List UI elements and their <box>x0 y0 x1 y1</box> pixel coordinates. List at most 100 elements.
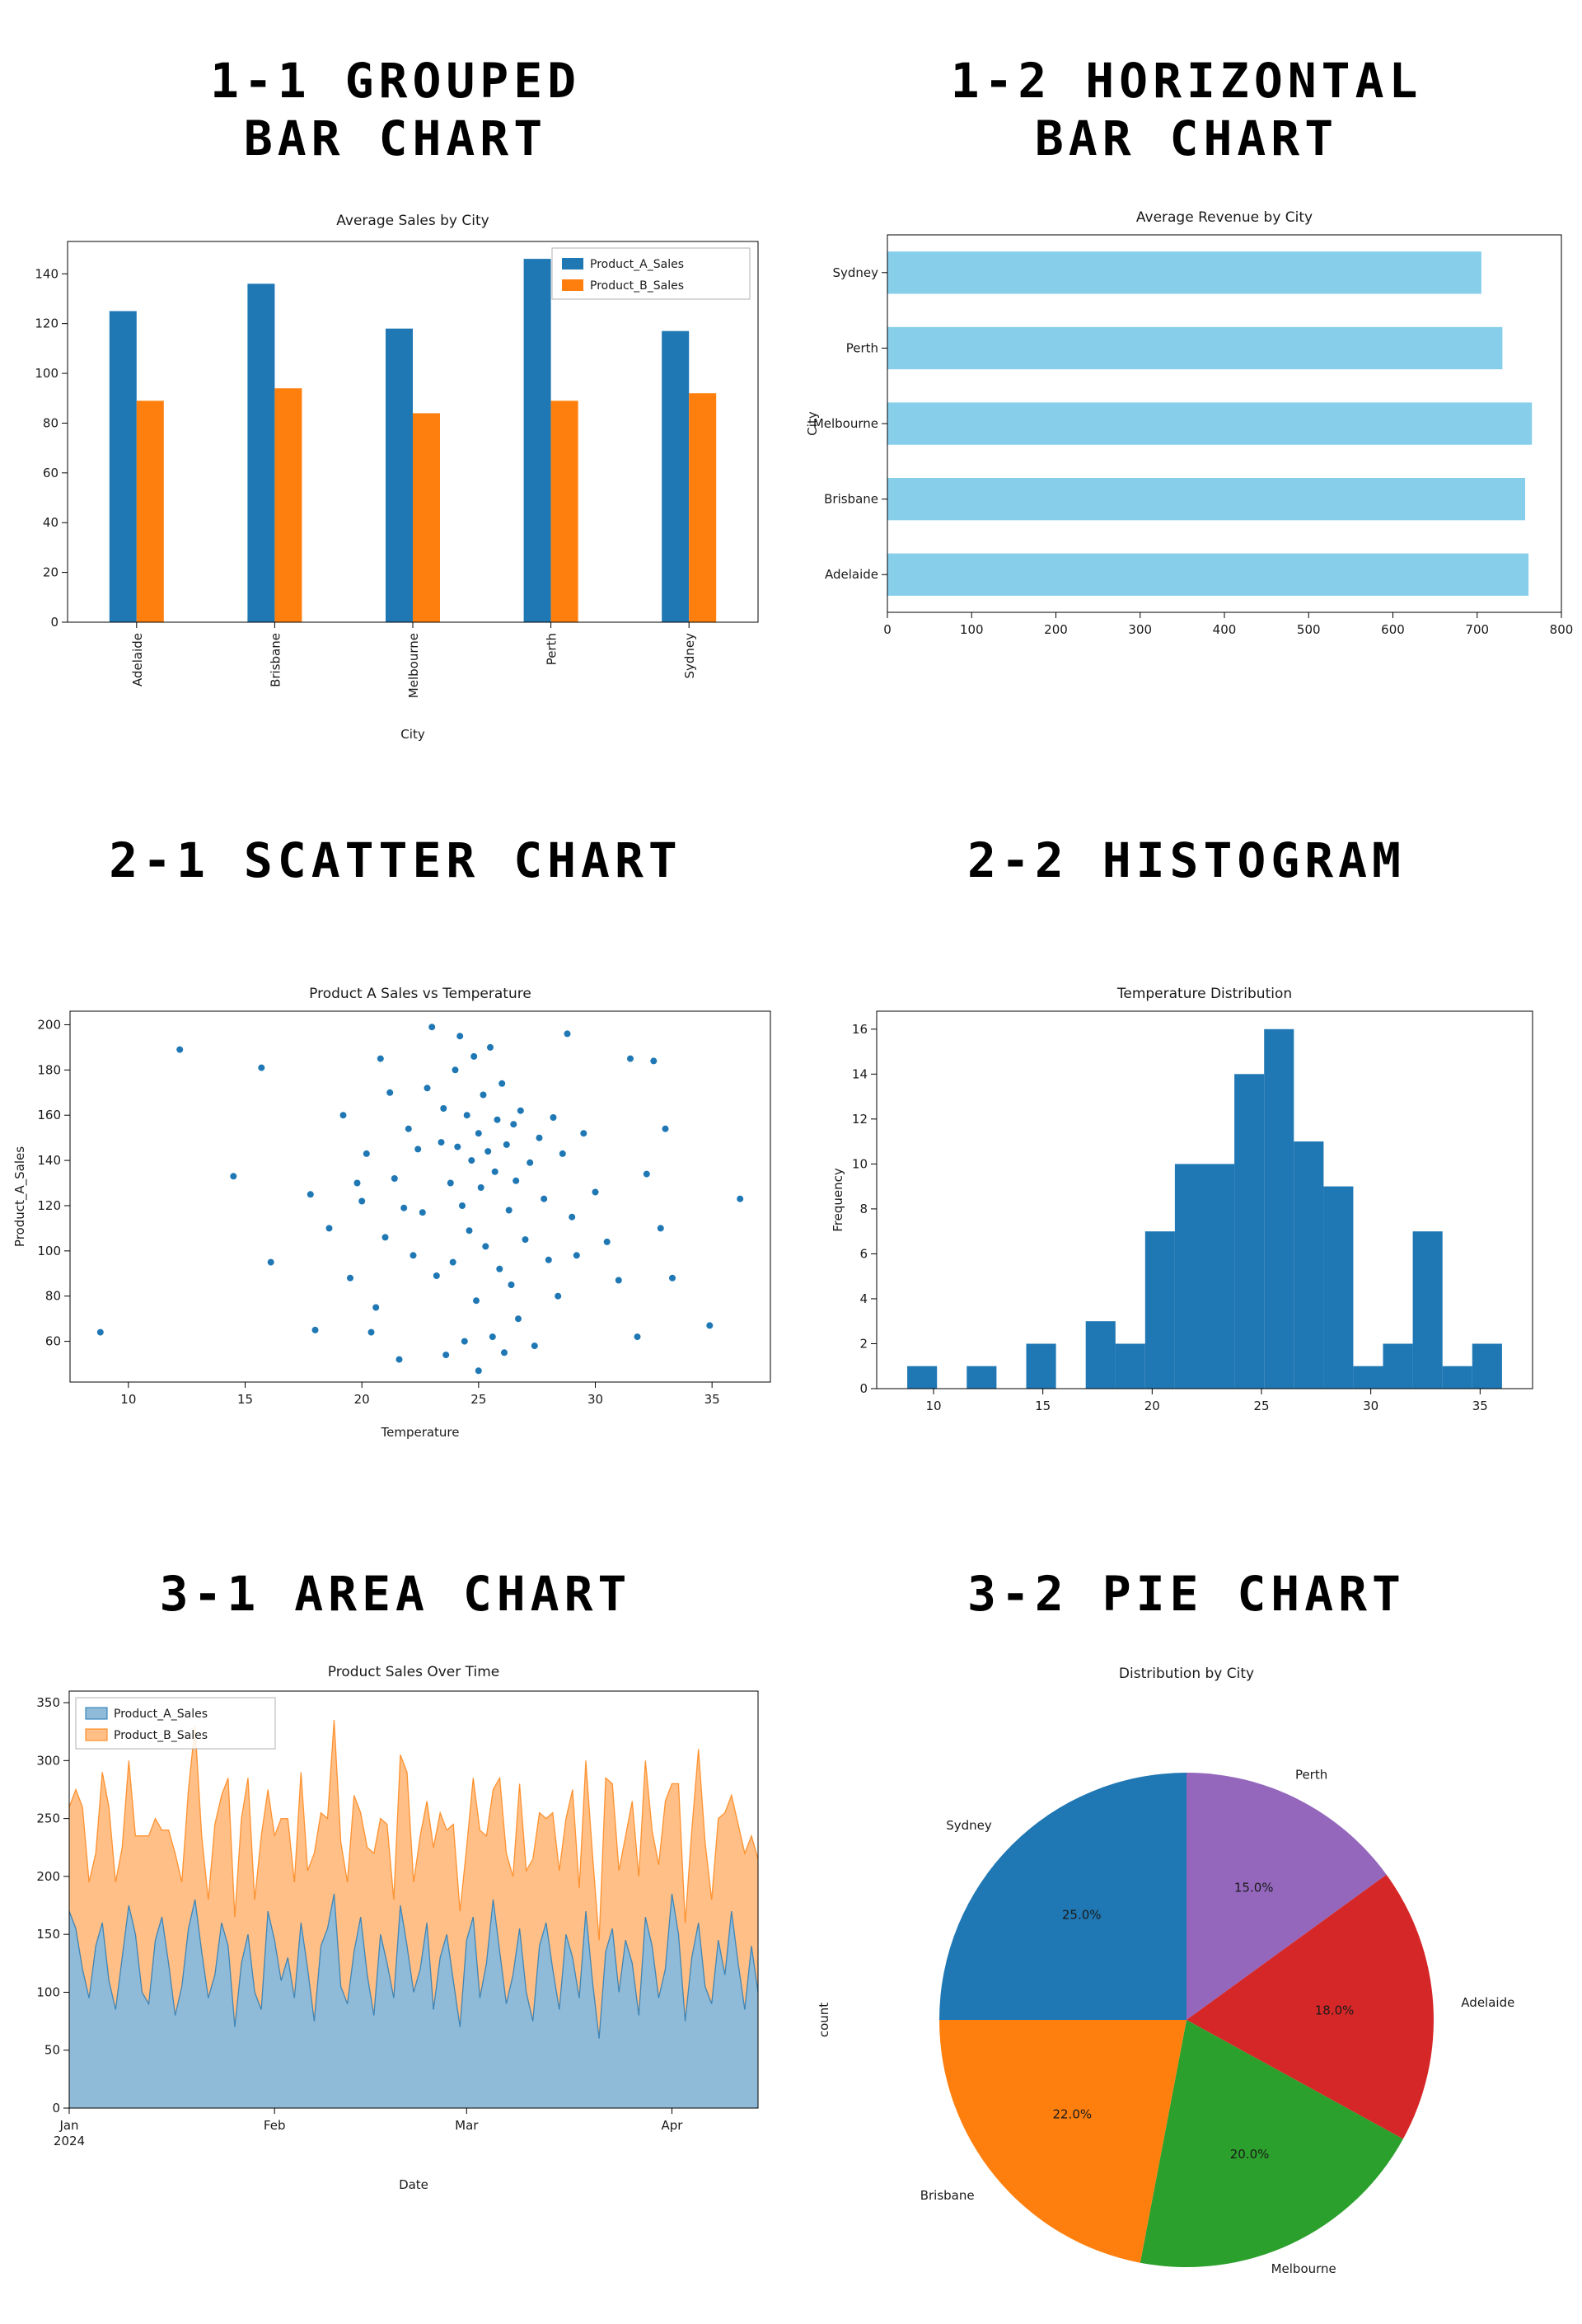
scatter-point <box>505 1207 513 1214</box>
svg-text:Brisbane: Brisbane <box>268 633 283 687</box>
svg-text:Product_A_Sales: Product_A_Sales <box>590 258 684 271</box>
svg-text:30: 30 <box>587 1392 603 1407</box>
svg-text:Mar: Mar <box>455 2118 479 2133</box>
hist-bar <box>1442 1366 1472 1389</box>
svg-text:500: 500 <box>1297 622 1321 637</box>
scatter-point <box>258 1064 265 1071</box>
bar-b <box>550 401 578 623</box>
title-line: 2-1 SCATTER CHART <box>109 832 682 888</box>
svg-text:Product A Sales vs Temperature: Product A Sales vs Temperature <box>309 986 531 1002</box>
scatter-point <box>176 1046 184 1053</box>
svg-text:350: 350 <box>36 1695 60 1710</box>
panel-area: 3-1 AREA CHART 0 50 100 150 200 250 300 350 Jan 2… <box>0 1515 791 2308</box>
svg-text:City: City <box>805 411 820 436</box>
hist-bar <box>1085 1320 1116 1389</box>
svg-text:140: 140 <box>37 1153 61 1168</box>
scatter-point <box>473 1296 480 1304</box>
panel-horizontal-bar: 1-2 HORIZONTAL BAR CHART 0 100 200 300 400 50… <box>791 0 1582 783</box>
bar-a <box>386 328 413 623</box>
svg-text:count: count <box>817 2002 831 2036</box>
svg-text:35: 35 <box>1472 1399 1488 1413</box>
hist-bar <box>1234 1073 1265 1389</box>
scatter-point <box>522 1235 529 1243</box>
scatter-point <box>339 1111 347 1118</box>
bar-b <box>413 413 440 623</box>
svg-text:0: 0 <box>50 615 59 630</box>
svg-text:18.0%: 18.0% <box>1315 2003 1355 2017</box>
svg-text:Frequency: Frequency <box>831 1168 845 1232</box>
scatter-point <box>96 1328 104 1336</box>
scatter-point <box>531 1342 538 1349</box>
hbar-bar <box>887 402 1533 445</box>
scatter-point <box>363 1150 370 1157</box>
svg-text:15: 15 <box>237 1392 253 1407</box>
scatter-point <box>391 1174 398 1182</box>
scatter-point <box>480 1091 487 1099</box>
panel-title-area: 3-1 AREA CHART <box>160 1566 632 1624</box>
scatter-point <box>634 1333 641 1340</box>
scatter-point <box>449 1258 456 1266</box>
svg-text:Apr: Apr <box>662 2118 684 2133</box>
bar-a <box>662 330 690 623</box>
bar-a <box>109 311 137 623</box>
svg-text:0: 0 <box>859 1381 868 1396</box>
scatter-point <box>569 1213 576 1221</box>
panel-title-scatter: 2-1 SCATTER CHART <box>109 832 682 890</box>
svg-text:Feb: Feb <box>264 2118 286 2133</box>
pie-slice <box>1186 1874 1434 2139</box>
hist-bar <box>1353 1366 1383 1389</box>
scatter-point <box>475 1366 482 1374</box>
bar-a <box>247 283 275 623</box>
svg-text:Distribution by City: Distribution by City <box>1119 1666 1254 1682</box>
svg-text:60: 60 <box>43 466 59 480</box>
scatter-point <box>267 1258 274 1266</box>
svg-text:30: 30 <box>1363 1399 1378 1413</box>
svg-text:14: 14 <box>852 1066 868 1081</box>
svg-text:25.0%: 25.0% <box>1062 1907 1102 1922</box>
svg-text:40: 40 <box>43 515 59 530</box>
svg-text:22.0%: 22.0% <box>1052 2106 1092 2121</box>
scatter-point <box>377 1055 384 1062</box>
scatter-point <box>358 1197 366 1205</box>
scatter-point <box>545 1256 552 1263</box>
scatter-point <box>461 1338 468 1345</box>
svg-text:Perth: Perth <box>1295 1767 1327 1782</box>
svg-text:150: 150 <box>36 1927 60 1942</box>
pie-slice <box>939 2019 1186 2263</box>
hist-bar <box>1115 1343 1145 1389</box>
bar-a <box>523 259 551 623</box>
scatter-point <box>510 1120 517 1127</box>
panel-histogram: 2-2 HISTOGRAM 10 15 20 25 30 35 0 2 4 6 8 10 12 14 16 T… <box>791 783 1582 1515</box>
horizontal-bar-chart: 0 100 200 300 400 500 600 700 800 Sydney Perth Melb… <box>795 202 1578 660</box>
hist-bar <box>907 1366 938 1389</box>
scatter-point <box>650 1057 658 1064</box>
hist-bar <box>1174 1163 1205 1389</box>
scatter-point <box>580 1129 587 1136</box>
hbar-bar <box>887 251 1481 294</box>
svg-text:300: 300 <box>1128 622 1152 637</box>
svg-text:160: 160 <box>37 1108 61 1122</box>
svg-text:Melbourne: Melbourne <box>1271 2261 1336 2276</box>
scatter-point <box>433 1272 440 1279</box>
bar-b <box>136 401 164 623</box>
svg-text:4: 4 <box>859 1291 868 1306</box>
hist-bar <box>1412 1230 1443 1389</box>
row-3: 3-1 AREA CHART 0 50 100 150 200 250 300 350 Jan 2… <box>0 1515 1582 2308</box>
scatter-point <box>381 1233 389 1240</box>
svg-text:120: 120 <box>37 1198 61 1213</box>
scatter-point <box>482 1242 489 1249</box>
scatter-point <box>325 1224 333 1231</box>
hist-bar <box>1144 1230 1175 1389</box>
histogram-chart: 10 15 20 25 30 35 0 2 4 6 8 10 12 14 16 Temperature Dis… <box>824 977 1549 1450</box>
svg-text:25: 25 <box>1253 1399 1269 1413</box>
scatter-point <box>424 1084 431 1091</box>
svg-text:Adelaide: Adelaide <box>130 633 145 686</box>
scatter-point <box>484 1147 492 1155</box>
scatter-point <box>657 1224 664 1231</box>
scatter-point <box>559 1150 566 1157</box>
svg-text:8: 8 <box>859 1201 868 1216</box>
svg-text:0: 0 <box>52 2101 60 2115</box>
svg-text:Brisbane: Brisbane <box>824 492 878 507</box>
scatter-point <box>447 1179 454 1187</box>
